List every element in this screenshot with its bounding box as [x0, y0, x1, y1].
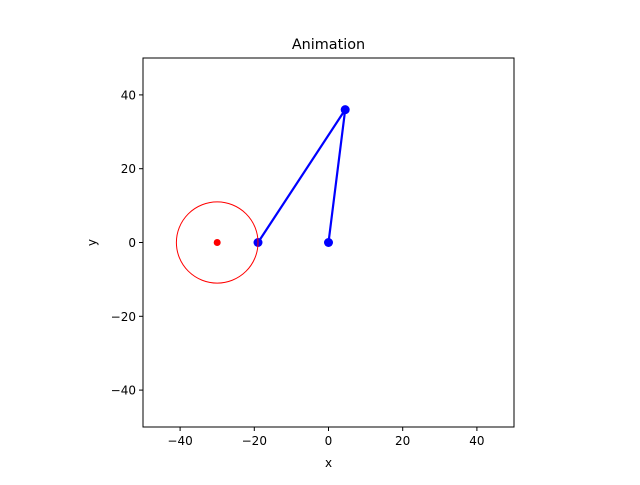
blue-joint-point	[340, 105, 350, 115]
plot-marks	[175, 105, 350, 284]
y-tick-label: −40	[111, 384, 136, 398]
x-tick-label: −40	[167, 434, 192, 448]
red-center-point	[213, 239, 221, 246]
x-tick-label: 40	[469, 434, 484, 448]
y-tick-label: 20	[121, 162, 136, 176]
y-tick-label: 0	[128, 236, 136, 250]
x-tick-label: 0	[325, 434, 333, 448]
x-axis-label: x	[325, 456, 332, 470]
x-axis-ticks: −40 −20 0 20 40	[167, 427, 485, 448]
y-tick-label: 40	[121, 88, 136, 102]
y-axis-ticks: −40 −20 0 20 40	[111, 88, 143, 398]
red-circle	[175, 201, 259, 284]
blue-joint-point	[324, 238, 333, 247]
x-tick-label: 20	[395, 434, 410, 448]
chart-title: Animation	[292, 37, 365, 53]
y-tick-label: −20	[111, 310, 136, 324]
y-axis-label: y	[85, 239, 99, 246]
x-tick-label: −20	[242, 434, 267, 448]
